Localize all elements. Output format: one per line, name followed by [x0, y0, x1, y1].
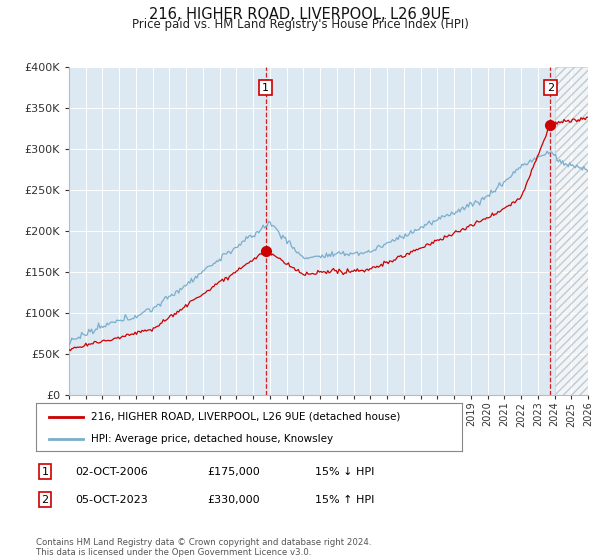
Text: £175,000: £175,000 [207, 466, 260, 477]
Text: Contains HM Land Registry data © Crown copyright and database right 2024.
This d: Contains HM Land Registry data © Crown c… [36, 538, 371, 557]
Text: 02-OCT-2006: 02-OCT-2006 [75, 466, 148, 477]
Text: HPI: Average price, detached house, Knowsley: HPI: Average price, detached house, Know… [91, 434, 334, 444]
Text: 1: 1 [262, 83, 269, 92]
Text: 2: 2 [547, 83, 554, 92]
Text: 15% ↑ HPI: 15% ↑ HPI [315, 494, 374, 505]
Text: £330,000: £330,000 [207, 494, 260, 505]
Text: 05-OCT-2023: 05-OCT-2023 [75, 494, 148, 505]
Text: 2: 2 [41, 494, 49, 505]
Bar [554, 67, 588, 395]
Text: Price paid vs. HM Land Registry's House Price Index (HPI): Price paid vs. HM Land Registry's House … [131, 18, 469, 31]
Text: 15% ↓ HPI: 15% ↓ HPI [315, 466, 374, 477]
Text: 216, HIGHER ROAD, LIVERPOOL, L26 9UE (detached house): 216, HIGHER ROAD, LIVERPOOL, L26 9UE (de… [91, 412, 401, 422]
Text: 1: 1 [41, 466, 49, 477]
Text: 216, HIGHER ROAD, LIVERPOOL, L26 9UE: 216, HIGHER ROAD, LIVERPOOL, L26 9UE [149, 7, 451, 22]
